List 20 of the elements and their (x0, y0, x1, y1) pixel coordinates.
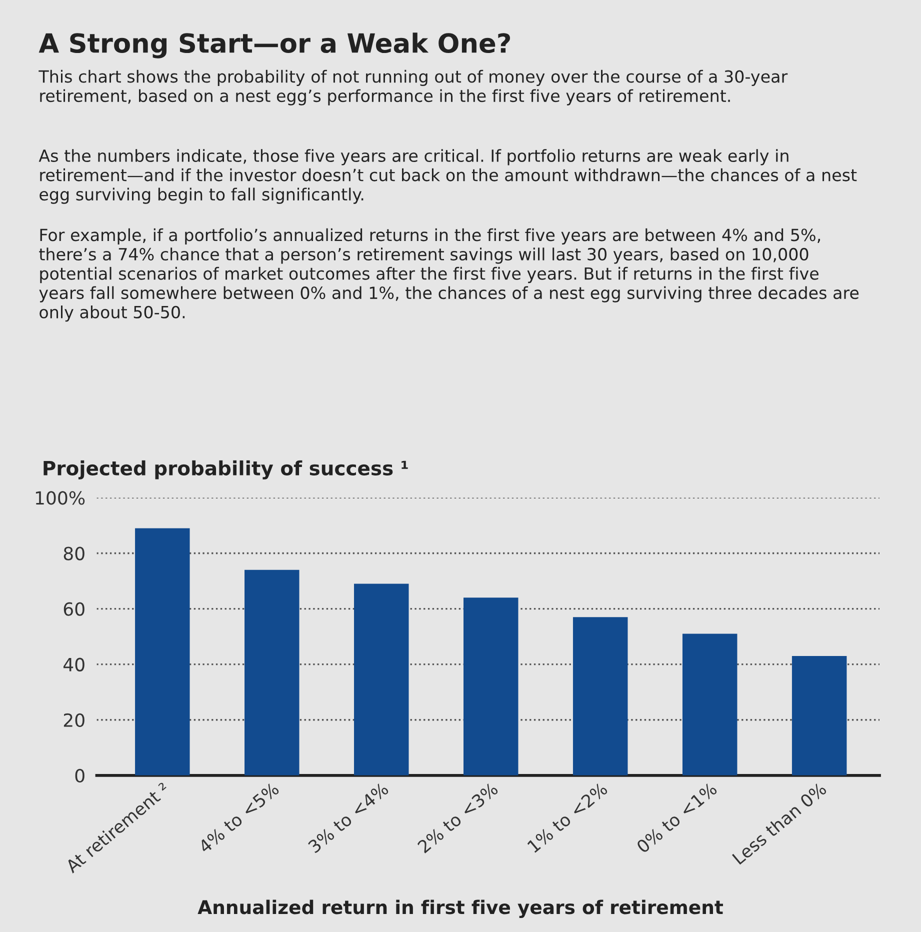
bar (354, 584, 409, 776)
chart-subtitle: This chart shows the probability of not running out of money over the course of a 30-year retirement, based on a nest egg’s performance in the first five years of retirement. (38, 70, 788, 106)
text: As the numbers indicate, those five years are critical. If portfolio returns are weak early in retirement—and if the investor doesn’t cut back on the amount withdrawn—the chances of a nest egg surviving begin to fall significantly. (38, 149, 857, 204)
text: For example, if a portfolio’s annualized returns in the first five years are between 4% and 5%, there’s a 74% chance that a person’s retirement savings will last 30 years, based on 10,000 potential scenarios of market outcomes after the first five years. But if returns in the first five years fall somewhere between 0% and 1%, the chances of a nest egg surviving three decades are only about 50-50. (39, 228, 859, 322)
bar (244, 570, 300, 776)
chart-title: A Strong Start—or a Weak One? (38, 32, 510, 58)
x-tick-label: Less than 0% (732, 782, 828, 865)
y-tick-label: 80 (64, 546, 84, 560)
bar (792, 656, 847, 776)
bar (572, 617, 628, 776)
y-tick-label: 100% (36, 491, 85, 505)
y-tick-label: 20 (64, 713, 84, 727)
x-axis-title: Annualized return in first five years of retirement (198, 900, 723, 918)
y-tick-label: 40 (64, 658, 84, 672)
y-tick-label: 0 (75, 768, 84, 783)
bar (463, 598, 518, 776)
bar (682, 634, 738, 776)
y-tick-label: 60 (64, 602, 84, 616)
bar (135, 528, 190, 776)
y-axis-title: Projected probability of success ¹ (44, 460, 408, 480)
